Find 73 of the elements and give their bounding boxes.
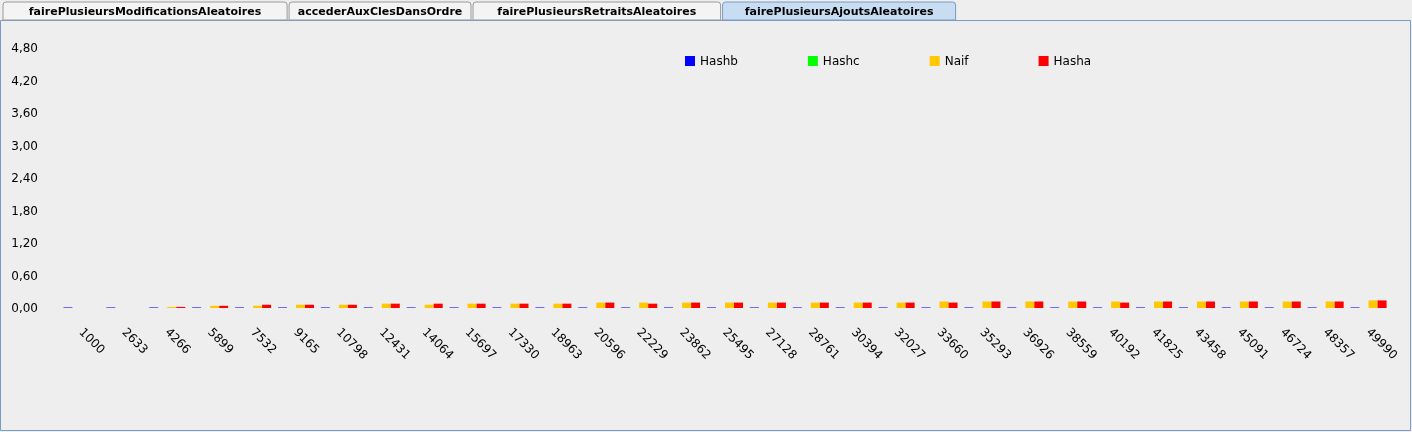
bar (853, 302, 863, 308)
bar (1291, 301, 1301, 308)
bar (1196, 301, 1206, 308)
y-tick-label: 4,20 (11, 73, 38, 88)
bar (347, 304, 357, 308)
bar (219, 305, 229, 308)
bar (210, 305, 220, 308)
y-tick-label: 3,00 (11, 138, 38, 153)
bar (691, 302, 701, 308)
y-tick-label: 3,60 (11, 106, 38, 120)
chart-title: fairePlusieursAjoutsAleatoires (744, 4, 934, 18)
bar (295, 304, 305, 308)
bar (1205, 301, 1215, 308)
bar (1068, 301, 1078, 308)
bar (596, 302, 606, 308)
bar (1325, 301, 1335, 308)
bar (734, 302, 744, 308)
bar (1334, 301, 1344, 308)
bar (1377, 300, 1387, 308)
bar (304, 304, 314, 308)
legend-label: Naif (944, 54, 970, 68)
bar (939, 301, 949, 308)
y-tick-label: 1,20 (11, 236, 38, 250)
bar (390, 303, 400, 308)
bar (262, 304, 272, 308)
y-tick-label: 0,60 (11, 268, 38, 283)
bar (1025, 301, 1035, 308)
bar (467, 303, 477, 308)
bar (1120, 302, 1130, 308)
bar (424, 304, 434, 308)
bar (1163, 301, 1173, 308)
bar (605, 302, 615, 308)
bar (767, 302, 777, 308)
bar (725, 302, 735, 308)
bar (1368, 300, 1378, 308)
bar (776, 302, 786, 308)
bar (810, 302, 820, 308)
bar (896, 302, 906, 308)
bar (510, 303, 520, 308)
bar (562, 303, 572, 308)
bar (1239, 301, 1249, 308)
bar (682, 302, 692, 308)
bar (1034, 301, 1044, 308)
bar (433, 303, 443, 308)
bar (1282, 301, 1292, 308)
bar (553, 303, 563, 308)
bar (905, 302, 915, 308)
bar (639, 302, 649, 308)
bar (1154, 301, 1164, 308)
bar (819, 302, 829, 308)
bar (648, 303, 658, 308)
bar (1111, 301, 1121, 308)
legend-label: Hashb (700, 54, 738, 68)
legend-label: Hashc (822, 54, 860, 68)
bar (381, 303, 391, 308)
legend-label: Hasha (1053, 54, 1092, 68)
bar (1077, 301, 1087, 308)
text: fairePlusieursRetraitsAleatoires (497, 4, 697, 18)
bar (338, 304, 348, 308)
bar (862, 302, 872, 308)
bar (1248, 301, 1258, 308)
y-tick-label: 1,80 (11, 203, 38, 218)
bar (519, 303, 529, 308)
bar (991, 301, 1001, 308)
bar (253, 305, 263, 308)
y-tick-label: 4,80 (11, 41, 38, 55)
text: accederAuxClesDansOrdre (297, 4, 463, 18)
bar (948, 302, 958, 308)
text: fairePlusieursModificationsAleatoires (28, 4, 262, 18)
bar (476, 303, 486, 308)
bar (982, 301, 992, 308)
y-tick-label: 2,40 (11, 171, 38, 185)
y-tick-label: 0,00 (11, 301, 38, 315)
